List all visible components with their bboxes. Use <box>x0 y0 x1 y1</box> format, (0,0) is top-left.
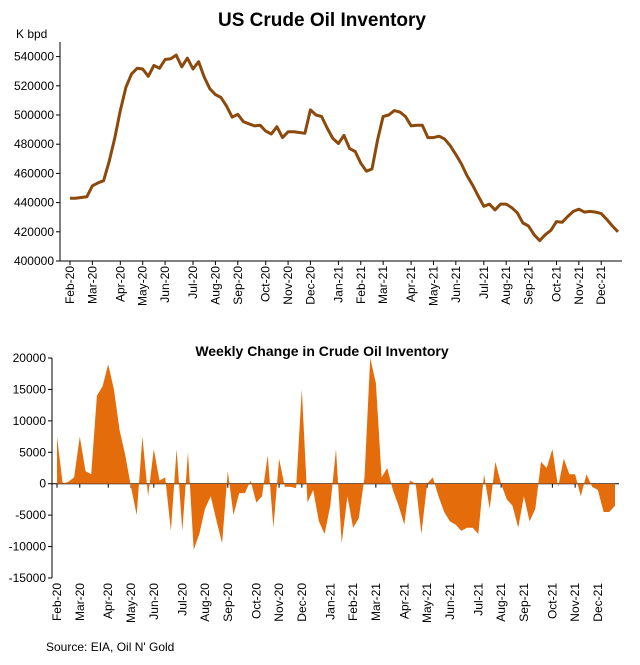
y-tick-label: 0 <box>39 477 46 491</box>
x-tick-label: Sep-21 <box>522 266 536 305</box>
x-tick-label: May-20 <box>136 266 150 306</box>
x-tick-label: Sep-20 <box>221 583 235 622</box>
area <box>57 358 615 550</box>
x-tick-label: May-20 <box>124 583 138 623</box>
x-tick-label: Aug-20 <box>208 266 222 305</box>
x-tick-label: Mar-20 <box>85 266 99 304</box>
x-tick-label: Apr-21 <box>404 266 418 302</box>
x-tick-label: Jul-20 <box>175 583 189 616</box>
x-tick-label: Oct-21 <box>545 583 559 619</box>
x-tick-label: Nov-21 <box>568 583 582 622</box>
y-tick-label: 10000 <box>13 414 47 428</box>
x-tick-label: Sep-20 <box>231 266 245 305</box>
y-tick-label: 20000 <box>13 351 47 365</box>
y-tick-label: -15000 <box>9 571 47 585</box>
chart-title: US Crude Oil Inventory <box>218 10 426 31</box>
x-tick-label: Apr-20 <box>113 266 127 302</box>
x-tick-label: Oct-21 <box>549 266 563 302</box>
x-tick-label: Dec-21 <box>591 583 605 622</box>
x-tick-label: Nov-21 <box>572 266 586 305</box>
x-tick-label: Oct-20 <box>249 583 263 619</box>
x-tick-label: Jun-21 <box>443 583 457 620</box>
x-tick-label: Mar-21 <box>376 266 390 304</box>
x-tick-label: Feb-21 <box>346 583 360 621</box>
x-tick-label: Oct-20 <box>259 266 273 302</box>
x-tick-label: Aug-20 <box>198 583 212 622</box>
x-tick-label: Feb-21 <box>354 266 368 304</box>
y-tick-label: 540000 <box>14 50 54 64</box>
x-tick-label: Mar-20 <box>73 583 87 621</box>
x-tick-label: Apr-20 <box>101 583 115 619</box>
x-tick-label: Dec-21 <box>594 266 608 305</box>
x-tick-label: Apr-21 <box>397 583 411 619</box>
y-axis-label: K bpd <box>16 27 47 41</box>
x-tick-label: Jan-21 <box>331 266 345 303</box>
x-tick-label: Aug-21 <box>499 266 513 305</box>
x-tick-label: Sep-21 <box>517 583 531 622</box>
x-tick-label: Nov-20 <box>281 266 295 305</box>
y-tick-label: 15000 <box>13 382 47 396</box>
x-tick-label: Jul-20 <box>186 266 200 299</box>
x-tick-label: Feb-20 <box>50 583 64 621</box>
y-tick-label: 5000 <box>19 445 46 459</box>
x-tick-label: Jun-20 <box>147 583 161 620</box>
source: Source: EIA, Oil N' Gold <box>46 640 174 654</box>
y-tick-label: -5000 <box>15 508 46 522</box>
x-tick-label: Nov-20 <box>272 583 286 622</box>
x-tick-label: Feb-20 <box>63 266 77 304</box>
x-tick-label: Dec-20 <box>303 266 317 305</box>
x-tick-label: May-21 <box>426 266 440 306</box>
y-tick-label: 440000 <box>14 196 54 210</box>
y-tick-label: 400000 <box>14 254 54 268</box>
x-tick-label: Jul-21 <box>471 583 485 616</box>
y-tick-label: 460000 <box>14 166 54 180</box>
chart-title: Weekly Change in Crude Oil Inventory <box>195 343 449 359</box>
x-tick-label: Jun-21 <box>449 266 463 303</box>
y-tick-label: 500000 <box>14 108 54 122</box>
y-tick-label: -10000 <box>9 540 47 554</box>
y-tick-label: 480000 <box>14 137 54 151</box>
x-tick-label: Aug-21 <box>494 583 508 622</box>
y-tick-label: 520000 <box>14 79 54 93</box>
line <box>70 53 620 243</box>
x-tick-label: Mar-21 <box>369 583 383 621</box>
x-tick-label: Jun-20 <box>158 266 172 303</box>
x-tick-label: Jul-21 <box>477 266 491 299</box>
x-tick-label: Dec-20 <box>295 583 309 622</box>
y-tick-label: 420000 <box>14 225 54 239</box>
x-tick-label: May-21 <box>420 583 434 623</box>
x-tick-label: Jan-21 <box>323 583 337 620</box>
